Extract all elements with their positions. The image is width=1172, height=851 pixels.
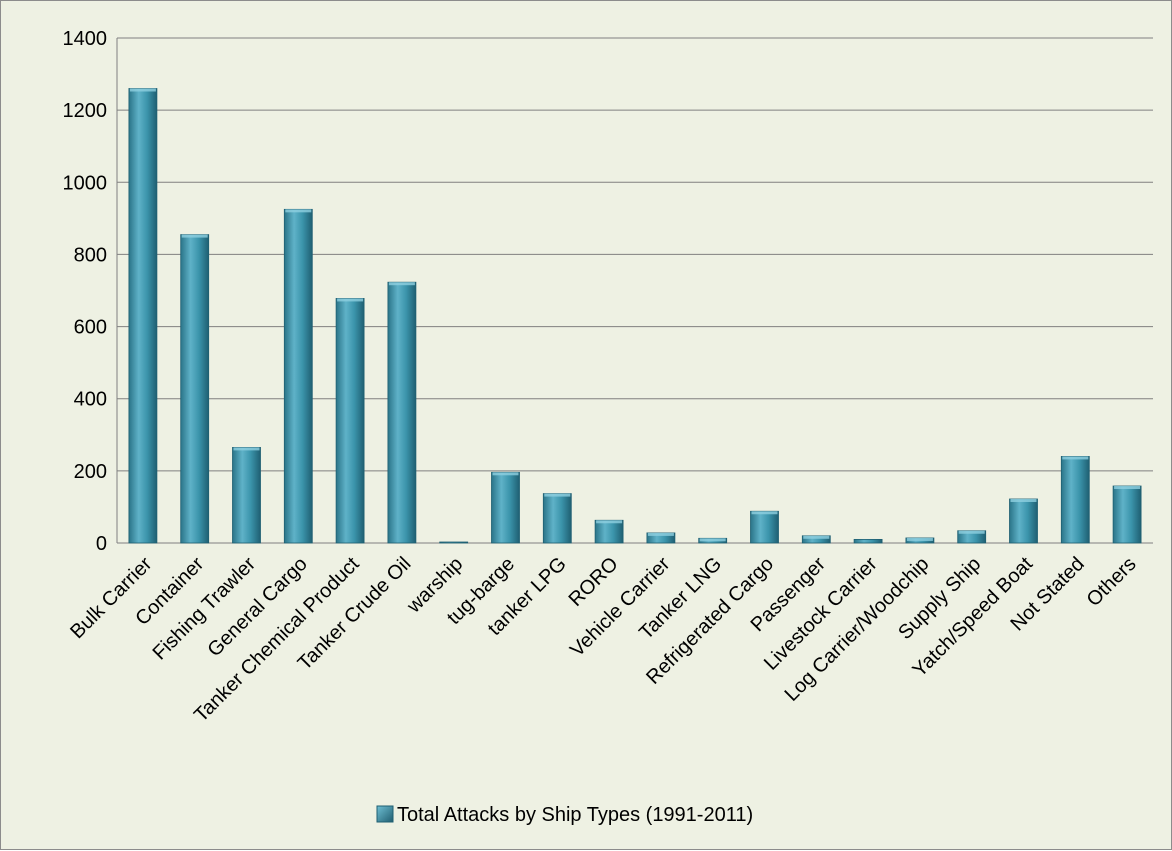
bar-highlight xyxy=(699,538,726,542)
bar-highlight xyxy=(492,472,519,476)
y-tick-label: 600 xyxy=(74,317,107,339)
bar-group xyxy=(128,88,158,544)
bar-group xyxy=(232,447,261,544)
bar-group xyxy=(387,281,417,544)
bar xyxy=(335,298,365,544)
y-tick-label: 400 xyxy=(74,389,107,411)
bar xyxy=(232,447,261,544)
bar-highlight xyxy=(1010,498,1037,502)
bar-group xyxy=(439,541,469,544)
bar-group xyxy=(180,234,210,544)
bars xyxy=(128,88,1142,544)
bar xyxy=(594,519,624,544)
bar xyxy=(1009,498,1038,544)
bar-group xyxy=(905,537,935,544)
bar-group xyxy=(801,535,831,544)
bar xyxy=(1112,485,1142,544)
bar-highlight xyxy=(596,520,623,524)
y-tick-label: 1400 xyxy=(63,28,108,50)
x-tick-label: Bulk Carrier xyxy=(66,553,156,643)
y-tick-label: 200 xyxy=(74,461,107,483)
bar xyxy=(491,471,520,544)
bar xyxy=(180,234,210,544)
legend-label: Total Attacks by Ship Types (1991-2011) xyxy=(397,804,753,826)
bar-highlight xyxy=(181,234,208,238)
bar-group xyxy=(698,537,728,544)
bar-highlight xyxy=(906,537,933,541)
bar-highlight xyxy=(129,88,156,92)
x-tick-label: Others xyxy=(1083,553,1141,611)
bar-highlight xyxy=(647,532,674,536)
bar xyxy=(283,208,313,544)
bar-group xyxy=(594,519,624,544)
y-tick-label: 1000 xyxy=(63,172,108,194)
bar-group xyxy=(750,510,779,544)
bar xyxy=(542,493,572,544)
bar-group xyxy=(491,471,520,544)
bar-group xyxy=(853,538,883,544)
bar-highlight xyxy=(388,282,415,286)
y-tick-label: 800 xyxy=(74,244,107,266)
bar-highlight xyxy=(803,535,830,539)
bar-group xyxy=(1112,485,1142,544)
bar-group xyxy=(335,298,365,544)
bar-group xyxy=(957,530,987,544)
gridlines xyxy=(116,37,1153,544)
bar-group xyxy=(1009,498,1038,544)
bar-highlight xyxy=(1062,456,1089,460)
bar xyxy=(128,88,158,544)
bar-highlight xyxy=(233,447,260,451)
bar-highlight xyxy=(751,511,778,515)
y-tick-label: 0 xyxy=(96,533,107,555)
bar-highlight xyxy=(544,493,571,497)
bar xyxy=(750,510,779,544)
bar-group xyxy=(542,493,572,544)
bar-highlight xyxy=(958,530,985,534)
bar-group xyxy=(1060,456,1090,544)
bar xyxy=(1060,456,1090,544)
legend: Total Attacks by Ship Types (1991-2011) xyxy=(376,804,753,826)
bar xyxy=(439,541,469,544)
bar-highlight xyxy=(285,209,312,213)
bar-highlight xyxy=(337,298,364,302)
bar-group xyxy=(646,532,676,544)
bar xyxy=(387,281,417,544)
y-axis-ticks: 0 200 400 600 800 1000 1200 1400 xyxy=(63,28,108,555)
y-tick-label: 1200 xyxy=(63,100,108,122)
bar-group xyxy=(283,208,313,544)
bar-highlight xyxy=(1114,486,1141,490)
legend-swatch xyxy=(376,805,394,823)
bar xyxy=(853,538,883,544)
